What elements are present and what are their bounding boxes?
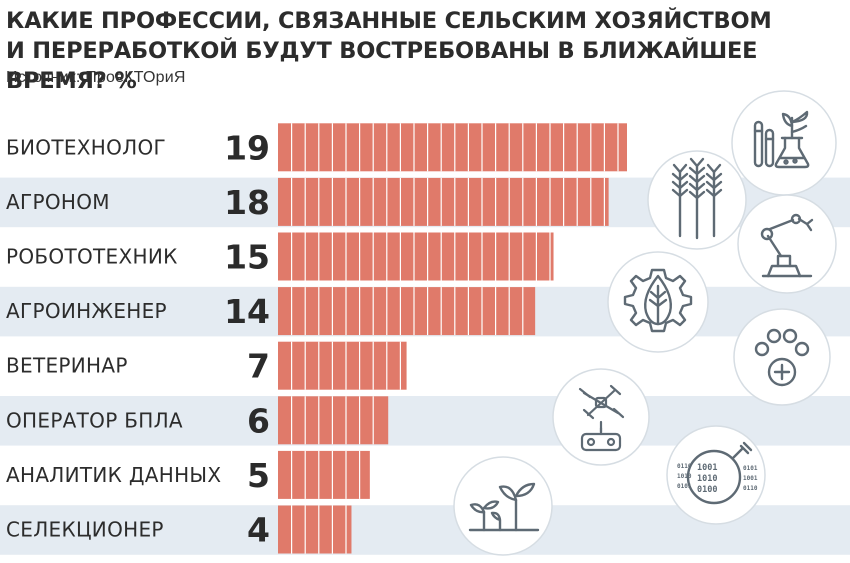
svg-text:1001: 1001 xyxy=(697,463,717,473)
paw-medical-icon xyxy=(733,308,831,406)
value-labels: 19 18 15 14 7 6 5 4 xyxy=(224,128,270,549)
lab-flask-plant-icon xyxy=(731,90,837,196)
value-label: 18 xyxy=(224,183,270,222)
category-label: БИОТЕХНОЛОГ xyxy=(6,135,166,159)
category-label: РОБОТОТЕХНИК xyxy=(6,245,178,269)
svg-text:0101: 0101 xyxy=(677,483,692,490)
value-label: 15 xyxy=(224,238,270,277)
category-label: СЕЛЕКЦИОНЕР xyxy=(6,518,164,542)
sprouts-icon xyxy=(453,456,553,556)
svg-text:1001: 1001 xyxy=(743,475,758,482)
svg-text:0101: 0101 xyxy=(743,465,758,472)
value-label: 14 xyxy=(224,292,270,331)
drone-remote-icon xyxy=(552,368,650,466)
title-line-2: И ПЕРЕРАБОТКОЙ БУДУТ ВОСТРЕБОВАНЫ В БЛИЖ… xyxy=(6,38,758,94)
bar xyxy=(278,396,389,445)
bar xyxy=(278,341,407,390)
bar xyxy=(278,232,554,281)
bar-fill xyxy=(278,287,536,336)
value-label: 4 xyxy=(247,511,270,550)
bar xyxy=(278,450,370,499)
bar-fill xyxy=(278,123,627,172)
title-line-1: КАКИЕ ПРОФЕССИИ, СВЯЗАННЫЕ СЕЛЬСКИМ ХОЗЯ… xyxy=(6,8,772,34)
bar-fill xyxy=(278,177,609,226)
category-label: АНАЛИТИК ДАННЫХ xyxy=(6,463,221,487)
value-label: 6 xyxy=(247,401,270,440)
chart-title: КАКИЕ ПРОФЕССИИ, СВЯЗАННЫЕ СЕЛЬСКИМ ХОЗЯ… xyxy=(6,6,846,96)
category-label: ВЕТЕРИНАР xyxy=(6,354,128,378)
svg-text:1010: 1010 xyxy=(677,473,692,480)
value-label: 7 xyxy=(247,347,270,386)
bars xyxy=(278,123,627,554)
svg-text:0110: 0110 xyxy=(743,485,758,492)
bar xyxy=(278,505,352,554)
wheat-icon xyxy=(647,150,747,250)
category-labels: БИОТЕХНОЛОГ АГРОНОМ РОБОТОТЕХНИК АГРОИНЖЕНЕ… xyxy=(6,135,221,541)
bar-fill xyxy=(278,396,389,445)
source-note: Источник: ПроеКТОриЯ xyxy=(6,69,186,86)
bar-fill xyxy=(278,450,370,499)
category-label: АГРОНОМ xyxy=(6,190,110,214)
bar-fill xyxy=(278,505,352,554)
svg-text:0100: 0100 xyxy=(697,485,717,495)
binary-magnifier-icon: 1001 1010 0100 0110 1010 0101 0101 1001 … xyxy=(666,425,766,525)
category-label: ОПЕРАТОР БПЛА xyxy=(6,408,183,432)
bar xyxy=(278,287,536,336)
value-label: 5 xyxy=(247,456,270,495)
gear-leaf-icon xyxy=(607,251,709,353)
bar-fill xyxy=(278,341,407,390)
bar xyxy=(278,123,627,172)
bar xyxy=(278,177,609,226)
category-label: АГРОИНЖЕНЕР xyxy=(6,299,167,323)
svg-text:1010: 1010 xyxy=(697,474,717,484)
svg-text:0110: 0110 xyxy=(677,463,692,470)
bar-fill xyxy=(278,232,554,281)
robot-arm-icon xyxy=(737,194,837,294)
value-label: 19 xyxy=(224,128,270,167)
icon-decorations: 1001 1010 0100 0110 1010 0101 0101 1001 … xyxy=(453,90,837,556)
